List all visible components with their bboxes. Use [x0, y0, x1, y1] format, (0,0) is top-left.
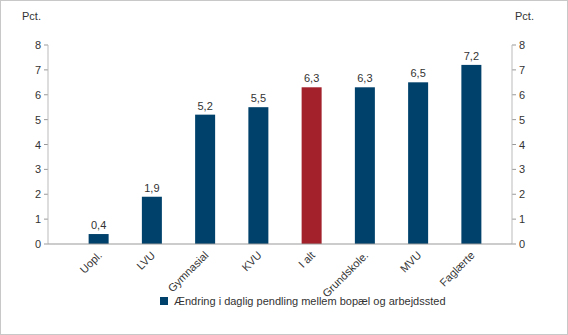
y-tick-label: 3 [35, 163, 41, 175]
x-tick-label: Gymnasial [165, 249, 210, 294]
bar [302, 87, 322, 244]
y-tick-label: 1 [35, 213, 41, 225]
y2-tick-label: 1 [519, 213, 525, 225]
legend-label: Ændring i daglig pendling mellem bopæl o… [174, 295, 446, 307]
y2-tick-label: 2 [519, 188, 525, 200]
bar [355, 87, 375, 244]
y-axis-label: Pct. [22, 10, 41, 22]
data-label: 1,9 [144, 182, 159, 194]
frame [1, 1, 568, 335]
y2-tick [512, 119, 516, 120]
y2-tick-label: 0 [519, 238, 525, 250]
data-label: 5,5 [251, 92, 266, 104]
x-tick-label: MVU [398, 249, 424, 275]
y2-axis-label: Pct. [515, 10, 534, 22]
y2-tick [512, 194, 516, 195]
y-tick-label: 0 [35, 238, 41, 250]
data-label: 6,3 [357, 72, 372, 84]
y-tick [44, 219, 48, 220]
data-label: 5,2 [197, 100, 212, 112]
data-label: 0,4 [91, 219, 106, 231]
y-tick [44, 69, 48, 70]
y-tick-label: 4 [35, 139, 41, 151]
y2-tick [512, 69, 516, 70]
x-tick-label: I alt [296, 249, 317, 270]
y2-tick-label: 8 [519, 39, 525, 51]
bar [142, 197, 162, 244]
bar [248, 107, 268, 244]
y2-tick-label: 5 [519, 114, 525, 126]
legend-swatch [160, 297, 168, 305]
y-tick [44, 169, 48, 170]
bar [89, 234, 109, 244]
y-tick-label: 6 [35, 89, 41, 101]
y2-tick-label: 7 [519, 64, 525, 76]
data-label: 6,5 [410, 67, 425, 79]
x-tick-label: KVU [239, 249, 264, 274]
x-tick-label: LVU [134, 249, 157, 272]
bar [461, 65, 481, 244]
data-label: 6,3 [304, 72, 319, 84]
y2-tick [512, 244, 516, 245]
x-tick-label: Grundskole. [320, 249, 370, 299]
y-tick [44, 144, 48, 145]
y2-tick [512, 45, 516, 46]
y-tick [44, 94, 48, 95]
y2-tick-label: 4 [519, 139, 525, 151]
x-tick-label: Uopl. [77, 249, 104, 276]
bar [408, 82, 428, 244]
y2-tick-label: 6 [519, 89, 525, 101]
y2-tick [512, 144, 516, 145]
y2-tick [512, 169, 516, 170]
bar [195, 115, 215, 244]
chart: 0 1 2 3 4 5 6 7 8 0 1 2 3 4 5 6 7 8 Pct. Pct. 0,4 1,9 5,2 5,5 6,… [0, 0, 568, 335]
y-tick [44, 194, 48, 195]
x-axis-line [48, 244, 512, 245]
y2-axis-line [512, 45, 513, 244]
y-tick [44, 45, 48, 46]
y-tick [44, 119, 48, 120]
y-tick-label: 5 [35, 114, 41, 126]
data-label: 7,2 [464, 50, 479, 62]
x-tick-label: Faglærte [437, 249, 477, 289]
y2-tick [512, 94, 516, 95]
y2-tick-label: 3 [519, 163, 525, 175]
bars [89, 65, 482, 244]
y2-tick [512, 219, 516, 220]
y-tick-label: 2 [35, 188, 41, 200]
y-tick [44, 244, 48, 245]
y-tick-label: 8 [35, 39, 41, 51]
y-tick-label: 7 [35, 64, 41, 76]
y-axis-line [48, 45, 49, 244]
